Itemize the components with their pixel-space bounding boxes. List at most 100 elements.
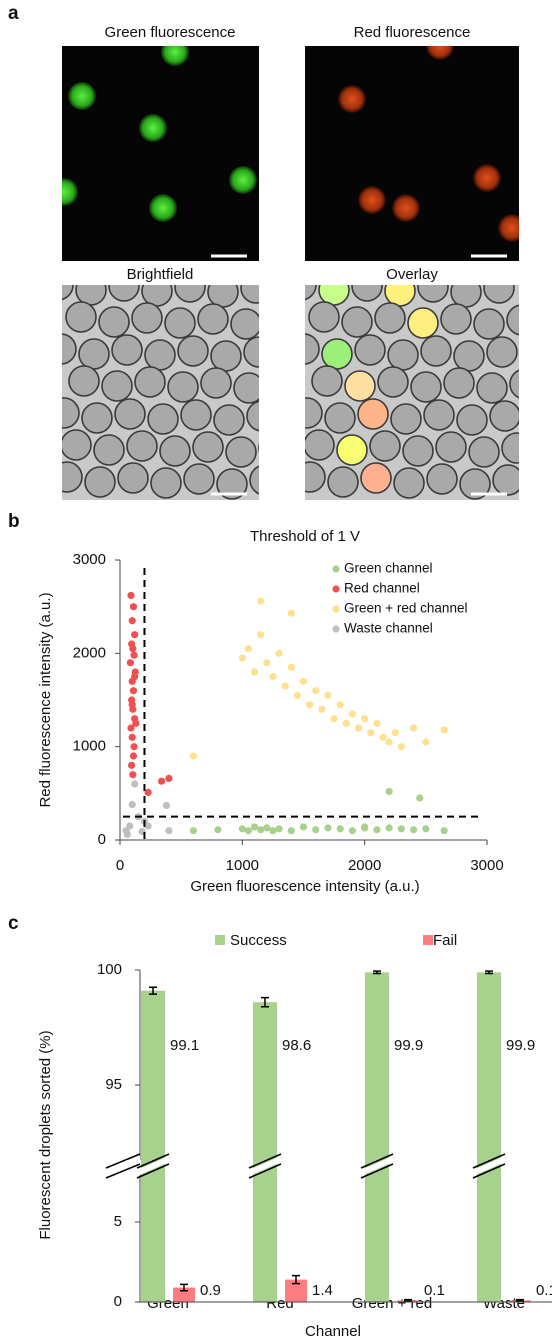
legend-label: Red channel [344, 581, 420, 596]
scatter-point [214, 826, 222, 834]
axis-break [360, 1163, 394, 1179]
droplet [126, 430, 158, 462]
droplet [423, 399, 455, 431]
scatter-point [422, 825, 430, 833]
image-title: Overlay [386, 266, 438, 283]
value-label: 0.9 [200, 1282, 221, 1299]
droplet [233, 372, 259, 404]
y-tick-label: 0 [114, 1293, 122, 1310]
droplet [426, 463, 458, 495]
legend-marker [332, 565, 340, 573]
value-label: 99.9 [506, 1037, 535, 1054]
scatter-point [263, 824, 271, 832]
y-tick-label: 1000 [73, 738, 106, 755]
droplet [506, 304, 519, 336]
droplet [246, 400, 259, 432]
error-bar [180, 1283, 188, 1292]
error-bar [261, 996, 269, 1008]
droplet [305, 461, 326, 493]
scatter-point [189, 827, 197, 835]
scatter-point [126, 659, 134, 667]
droplet [443, 367, 475, 399]
x-tick-label: 2000 [348, 857, 381, 874]
scatter-point [281, 682, 289, 690]
droplet [139, 114, 167, 142]
droplet [473, 308, 505, 340]
droplet [111, 334, 143, 366]
droplet [486, 336, 518, 368]
droplet [377, 366, 409, 398]
scatter-point [250, 823, 259, 831]
droplet [417, 285, 449, 303]
droplet [338, 85, 366, 113]
x-tick-label: Green + red [352, 1295, 432, 1312]
legend-label: Waste channel [344, 621, 433, 636]
droplet [473, 164, 501, 192]
scatter-point [348, 710, 357, 718]
scatter-point [269, 673, 277, 681]
x-tick-label: 0 [116, 857, 124, 874]
droplet [62, 333, 77, 365]
legend-marker [423, 935, 433, 945]
scatter-point [287, 663, 295, 671]
scatter-point [144, 788, 152, 797]
scatter-point [306, 701, 314, 709]
value-label: 0.1 [536, 1282, 552, 1299]
chart-title: Threshold of 1 V [250, 528, 360, 545]
droplet [351, 285, 383, 302]
droplet [410, 371, 442, 403]
image-title: Brightfield [127, 266, 194, 283]
droplet [243, 336, 259, 368]
scatter-point [275, 825, 283, 833]
droplet [75, 285, 107, 306]
image-content [62, 46, 257, 222]
bar [365, 972, 389, 1302]
droplet [131, 302, 163, 334]
scatter-point [263, 659, 271, 667]
scatter-point [127, 591, 135, 600]
image-content [305, 285, 519, 500]
legend-marker [215, 935, 225, 945]
error-bar [485, 970, 493, 975]
droplet [161, 46, 189, 66]
axis-break [105, 1163, 141, 1179]
droplet [509, 369, 519, 399]
scatter-point [397, 743, 405, 751]
axis-break [360, 1153, 394, 1169]
droplet [420, 335, 452, 367]
image-bg [62, 46, 259, 261]
droplet [213, 404, 245, 436]
droplet [81, 402, 113, 434]
droplet [240, 285, 259, 304]
x-tick-label: 1000 [226, 857, 259, 874]
scatter-point [144, 822, 152, 830]
droplet [489, 400, 519, 432]
droplet [134, 366, 166, 398]
scatter-point [312, 826, 320, 834]
axis-break [249, 1156, 281, 1176]
droplet [357, 398, 389, 430]
scatter-point [189, 752, 197, 760]
droplet [453, 340, 485, 372]
bar [141, 990, 165, 1302]
axis-break [105, 1153, 141, 1169]
droplet [93, 434, 125, 466]
scatter-point [129, 645, 137, 653]
droplet [264, 305, 294, 335]
scatter-point [287, 827, 295, 835]
bar [253, 1002, 277, 1302]
scatter-point [299, 677, 308, 685]
droplet [305, 397, 323, 429]
scatter-point [238, 654, 246, 662]
droplet [450, 285, 482, 308]
value-label: 1.4 [312, 1282, 333, 1299]
legend-label: Success [230, 932, 287, 949]
droplet [435, 431, 467, 463]
droplet [144, 339, 176, 371]
image-title: Green fluorescence [105, 24, 236, 41]
panel-label: c [8, 913, 19, 934]
scatter-point [130, 743, 138, 751]
bar [285, 1279, 307, 1302]
scatter-point [385, 787, 393, 796]
droplet [476, 372, 508, 404]
